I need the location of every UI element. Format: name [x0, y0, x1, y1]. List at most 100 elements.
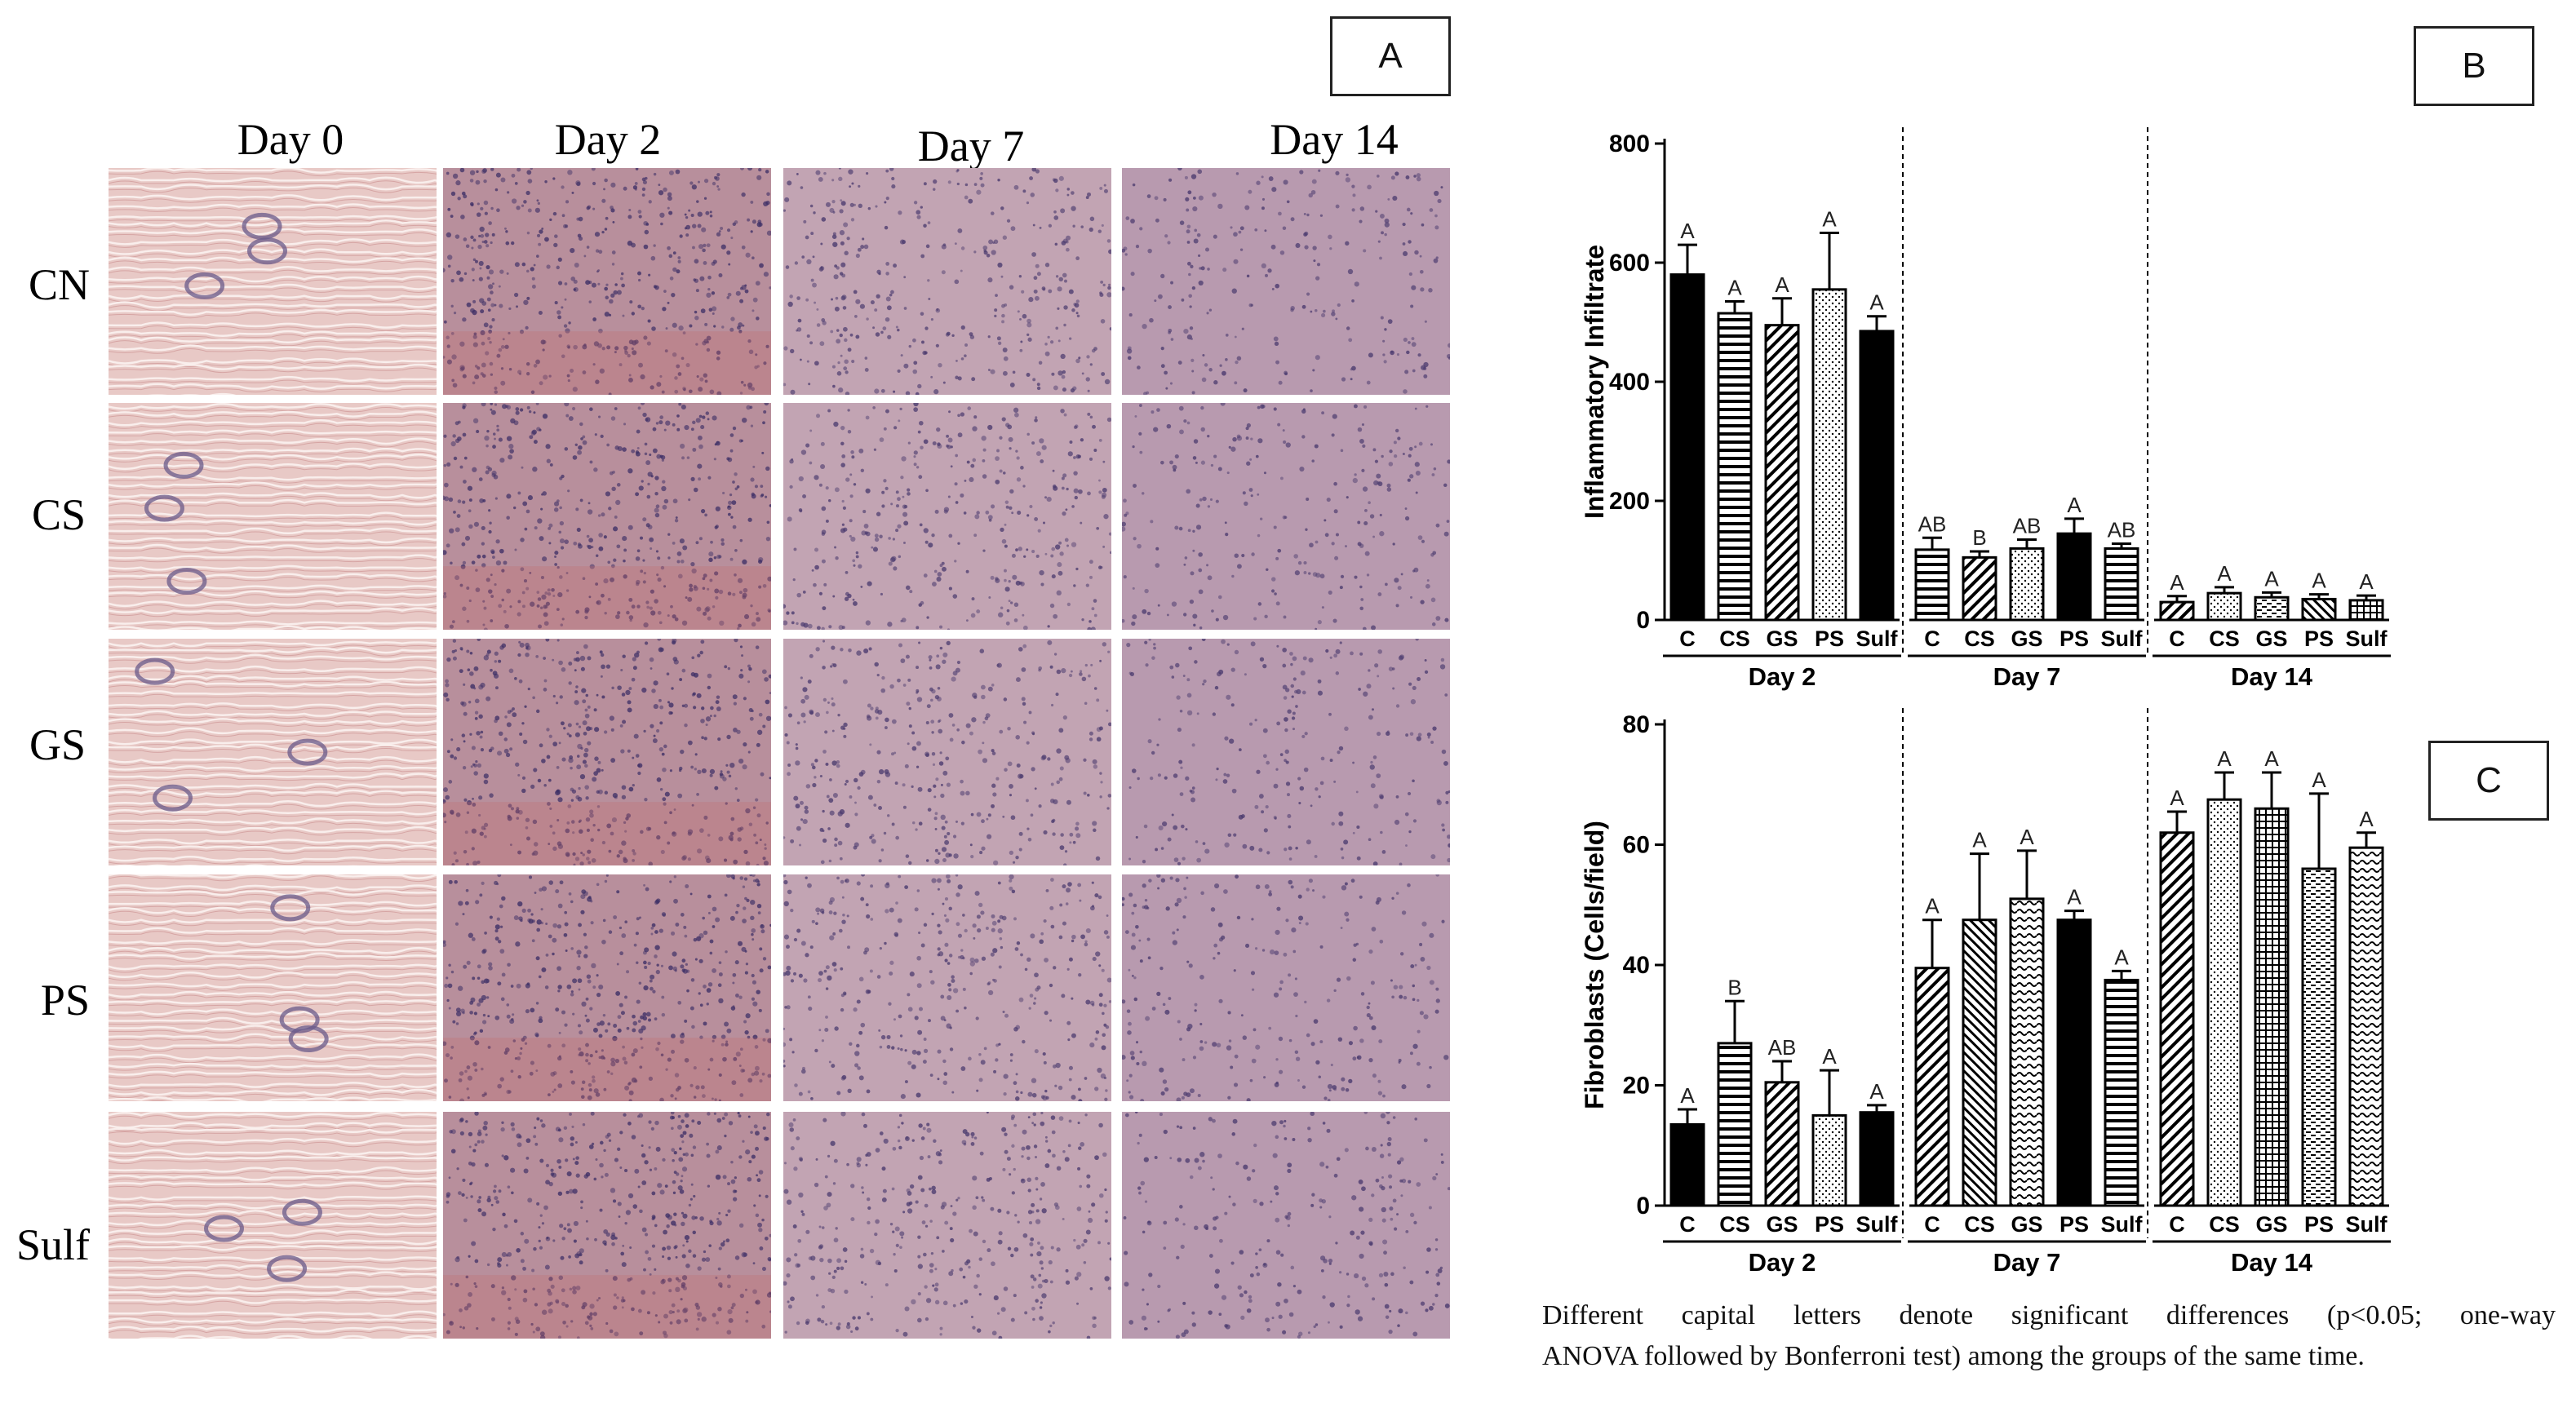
bar-day-7-sulf — [2104, 547, 2139, 622]
micrograph-cn-day-7 — [783, 168, 1111, 395]
x-tick-label: C — [2169, 626, 2185, 651]
x-tick-label: CS — [2209, 1212, 2240, 1237]
micrograph-cs-day-0 — [109, 403, 437, 630]
micrograph-sulf-day-0 — [109, 1112, 437, 1339]
x-tick-label: CS — [1719, 626, 1750, 651]
bar-day-2-gs — [1764, 324, 1800, 622]
x-tick-label: Sulf — [2346, 626, 2388, 651]
significance-letter: A — [2170, 570, 2184, 595]
x-tick-label: GS — [2011, 626, 2042, 651]
x-tick-label: PS — [2059, 626, 2089, 651]
x-tick-label: C — [1679, 1212, 1696, 1237]
y-tick-label: 200 — [1609, 488, 1650, 515]
bar-day-2-c — [1669, 1122, 1705, 1207]
x-tick-label: Sulf — [1856, 626, 1899, 651]
bar-day-14-gs — [2254, 595, 2290, 622]
micrograph-cn-day-2 — [443, 168, 771, 395]
y-tick-label: 400 — [1609, 369, 1650, 396]
significance-letter: A — [2312, 768, 2326, 792]
chart-fibroblasts: 0 20 40 60 80 Fibroblasts (Cells/field) A C B CS A… — [1580, 708, 2391, 1277]
y-tick-label: 800 — [1609, 131, 1650, 157]
significance-letter: A — [1775, 272, 1789, 297]
x-tick-label: CS — [2209, 626, 2240, 651]
significance-letter: A — [2359, 569, 2374, 594]
bar-day-7-sulf — [2104, 978, 2139, 1207]
bar-day-14-sulf — [2348, 599, 2384, 622]
x-tick-label: PS — [1815, 1212, 1844, 1237]
row-header-cs: CS — [31, 490, 86, 539]
micrograph-cn-day-14 — [1122, 168, 1450, 395]
micrograph-ps-day-14 — [1122, 874, 1450, 1101]
x-tick-label: Sulf — [2346, 1212, 2388, 1237]
x-tick-label: PS — [2059, 1212, 2089, 1237]
bar-day-14-ps — [2301, 867, 2337, 1207]
x-tick-label: GS — [2255, 1212, 2287, 1237]
bar-day-7-ps — [2056, 532, 2092, 622]
bar-day-2-sulf — [1859, 330, 1895, 622]
micrograph-cs-day-7 — [783, 403, 1111, 630]
x-tick-label: CS — [1964, 1212, 1995, 1237]
significance-letter: AB — [2108, 518, 2136, 542]
micrograph-sulf-day-2 — [443, 1112, 771, 1339]
row-header-ps: PS — [40, 976, 90, 1025]
x-tick-label: Sulf — [2101, 626, 2144, 651]
bar-day-2-ps — [1811, 1113, 1847, 1207]
bar-day-7-gs — [2009, 897, 2045, 1207]
column-header-day-2: Day 2 — [554, 115, 662, 164]
bar-day-2-cs — [1717, 312, 1753, 622]
x-tick-label: C — [2169, 1212, 2185, 1237]
row-header-cn: CN — [28, 260, 90, 309]
group-label: Day 7 — [1993, 662, 2061, 691]
bar-day-14-sulf — [2348, 846, 2384, 1207]
significance-letter: A — [1822, 1044, 1837, 1069]
column-header-day-7: Day 7 — [917, 122, 1025, 170]
y-tick-label: 80 — [1623, 711, 1650, 738]
bar-day-14-ps — [2301, 597, 2337, 622]
significance-letter: A — [2067, 493, 2082, 517]
column-header-day-0: Day 0 — [237, 115, 344, 164]
panel-label-b: B — [2414, 26, 2534, 106]
group-label: Day 7 — [1993, 1248, 2061, 1277]
significance-letter: A — [1869, 1079, 1884, 1104]
x-tick-label: GS — [1766, 1212, 1798, 1237]
significance-letter: A — [2264, 566, 2279, 591]
significance-letter: A — [2217, 746, 2232, 771]
y-tick-label: 0 — [1636, 607, 1650, 634]
significance-letter: A — [2264, 746, 2279, 771]
x-tick-label: CS — [1719, 1212, 1750, 1237]
significance-letter: AB — [1768, 1035, 1797, 1060]
x-tick-label: PS — [2304, 1212, 2334, 1237]
bar-day-7-gs — [2009, 547, 2045, 622]
bar-day-14-c — [2159, 831, 2195, 1207]
micrograph-sulf-day-7 — [783, 1112, 1111, 1339]
significance-letter: A — [1727, 275, 1742, 299]
y-axis-label: Fibroblasts (Cells/field) — [1580, 821, 1609, 1109]
micrograph-sulf-day-14 — [1122, 1112, 1450, 1339]
significance-letter: A — [1972, 828, 1987, 852]
significance-letter: A — [2114, 945, 2129, 969]
x-tick-label: PS — [1815, 626, 1844, 651]
column-header-day-14: Day 14 — [1270, 115, 1399, 164]
y-tick-label: 600 — [1609, 250, 1650, 277]
significance-letter: A — [1869, 290, 1884, 315]
bar-day-7-cs — [1962, 556, 1997, 622]
significance-letter: AB — [1918, 511, 1947, 536]
x-tick-label: Sulf — [2101, 1212, 2144, 1237]
micrograph-ps-day-7 — [783, 874, 1111, 1101]
x-tick-label: C — [1924, 626, 1940, 651]
x-tick-label: GS — [2255, 626, 2287, 651]
micrograph-gs-day-0 — [109, 639, 437, 865]
bar-day-14-c — [2159, 600, 2195, 622]
bar-day-7-cs — [1962, 918, 1997, 1207]
significance-letter: A — [2020, 825, 2034, 849]
caption-line-1: Different capital letters denote signifi… — [1542, 1300, 2556, 1330]
micrograph-ps-day-0 — [109, 874, 437, 1101]
micrograph-gs-day-7 — [783, 639, 1111, 865]
bar-day-2-sulf — [1859, 1111, 1895, 1207]
bar-day-7-c — [1914, 548, 1950, 622]
bar-day-7-c — [1914, 967, 1950, 1207]
chart-inflammatory-infiltrate: 0 200 400 600 800 Inflammatory Infiltrate A C A C… — [1580, 127, 2391, 691]
panel-label-c: C — [2428, 741, 2549, 821]
x-tick-label: CS — [1964, 626, 1995, 651]
bar-day-2-c — [1669, 273, 1705, 622]
